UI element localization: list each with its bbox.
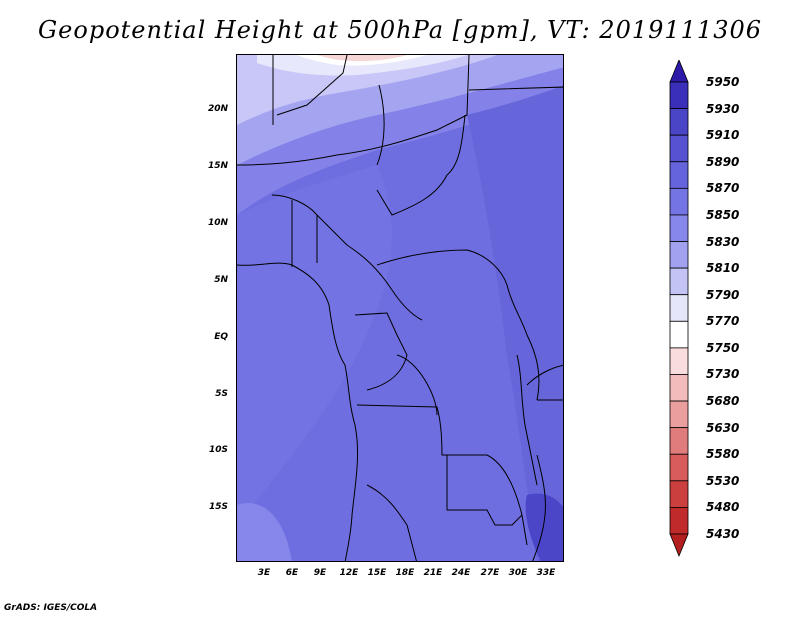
colorbar-cell — [670, 401, 688, 428]
lon-label-24e: 24E — [446, 568, 476, 578]
lon-label-9e: 9E — [305, 568, 335, 578]
geopotential-field — [237, 55, 564, 562]
colorbar-label: 5850 — [706, 208, 739, 222]
lon-label-3e: 3E — [249, 568, 279, 578]
colorbar-cell — [670, 188, 688, 215]
colorbar-cell-top — [670, 60, 688, 82]
colorbar-cell — [670, 481, 688, 508]
colorbar-cell — [670, 428, 688, 455]
colorbar-label: 5530 — [706, 474, 739, 488]
colorbar-label: 5480 — [706, 500, 739, 514]
map-title: Geopotential Height at 500hPa [gpm], VT:… — [0, 16, 800, 44]
colorbar-label: 5680 — [706, 394, 739, 408]
lat-label-10n: 10N — [208, 218, 228, 228]
colorbar-cell — [670, 374, 688, 401]
colorbar-cell — [670, 268, 688, 295]
colorbar-cell — [670, 507, 688, 534]
colorbar-cell — [670, 82, 688, 109]
colorbar-label: 5830 — [706, 235, 739, 249]
colorbar-cell — [670, 321, 688, 348]
lon-label-18e: 18E — [390, 568, 420, 578]
lon-label-30e: 30E — [503, 568, 533, 578]
colorbar-label: 5950 — [706, 75, 739, 89]
lon-label-21e: 21E — [418, 568, 448, 578]
colorbar-label: 5770 — [706, 314, 739, 328]
lat-label-5s: 5S — [215, 389, 228, 399]
lat-label-15n: 15N — [208, 161, 228, 171]
lon-label-15e: 15E — [362, 568, 392, 578]
lat-label-15s: 15S — [209, 502, 228, 512]
colorbar-label: 5730 — [706, 367, 739, 381]
lon-label-27e: 27E — [475, 568, 505, 578]
colorbar-cells — [670, 60, 688, 556]
grads-credit: GrADS: IGES/COLA — [4, 603, 97, 613]
lat-label-eq: EQ — [214, 332, 228, 342]
lat-label-5n: 5N — [214, 275, 228, 285]
lon-label-33e: 33E — [531, 568, 561, 578]
colorbar-label: 5750 — [706, 341, 739, 355]
colorbar-cell — [670, 454, 688, 481]
colorbar-label: 5890 — [706, 155, 739, 169]
lon-label-6e: 6E — [277, 568, 307, 578]
colorbar-cell — [670, 348, 688, 375]
colorbar-cell-bottom — [670, 534, 688, 556]
colorbar-label: 5870 — [706, 181, 739, 195]
colorbar-label: 5910 — [706, 128, 739, 142]
colorbar-label: 5430 — [706, 527, 739, 541]
colorbar-label: 5630 — [706, 421, 739, 435]
colorbar-cell — [670, 162, 688, 189]
map-panel — [236, 54, 564, 562]
colorbar-label: 5580 — [706, 447, 739, 461]
colorbar-label: 5790 — [706, 288, 739, 302]
lon-label-12e: 12E — [334, 568, 364, 578]
colorbar-cell — [670, 215, 688, 242]
lat-label-20n: 20N — [208, 104, 228, 114]
colorbar-label: 5930 — [706, 102, 739, 116]
colorbar-cell — [670, 242, 688, 269]
colorbar-cell — [670, 135, 688, 162]
colorbar-cell — [670, 109, 688, 136]
colorbar-label: 5810 — [706, 261, 739, 275]
lat-label-10s: 10S — [209, 445, 228, 455]
colorbar-cell — [670, 295, 688, 322]
